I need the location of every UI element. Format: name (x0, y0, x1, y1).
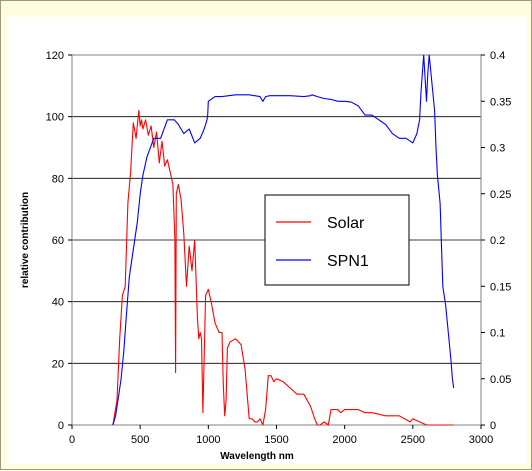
series-line-solar (112, 109, 454, 426)
x-tick-label: 0 (69, 434, 75, 446)
x-tick-label: 1500 (264, 434, 288, 446)
y2-tick-label: 0 (490, 420, 496, 432)
y-tick-label: 120 (46, 50, 64, 62)
y-tick-label: 40 (52, 297, 64, 309)
legend: Solar SPN1 (264, 194, 410, 286)
y2-tick-label: 0.15 (490, 281, 511, 293)
y2-tick-label: 0.4 (490, 50, 505, 62)
y-tick-label: 0 (58, 420, 64, 432)
x-tick-label: 1000 (196, 434, 220, 446)
series-lines (112, 54, 455, 426)
y2-tick-label: 0.35 (490, 96, 511, 108)
y2-tick-label: 0.05 (490, 374, 511, 386)
series-line-spn1 (112, 54, 455, 426)
x-tick-label: 2000 (332, 434, 356, 446)
y2-tick-label: 0.3 (490, 143, 505, 155)
y-tick-label: 60 (52, 235, 64, 247)
x-tick-label: 500 (131, 434, 149, 446)
y-axis-title: relative contribution (20, 192, 31, 288)
y2-tick-label: 0.1 (490, 328, 505, 340)
x-tick-label: 3000 (469, 434, 493, 446)
x-axis-title: Wavelength nm (220, 451, 294, 462)
y2-tick-label: 0.2 (490, 235, 505, 247)
x-tick-label: 2500 (401, 434, 425, 446)
legend-spn1-label: SPN1 (327, 253, 369, 270)
y-tick-label: 20 (52, 358, 64, 370)
legend-box (264, 194, 410, 286)
y-tick-label: 100 (46, 112, 64, 124)
y-tick-label: 80 (52, 173, 64, 185)
axes: 0 20 40 60 80 100 120 0 0.05 0.1 0.15 0.2 0.25 0.3 0.3… (46, 50, 512, 446)
legend-solar-label: Solar (327, 215, 365, 232)
y2-tick-label: 0.25 (490, 189, 511, 201)
